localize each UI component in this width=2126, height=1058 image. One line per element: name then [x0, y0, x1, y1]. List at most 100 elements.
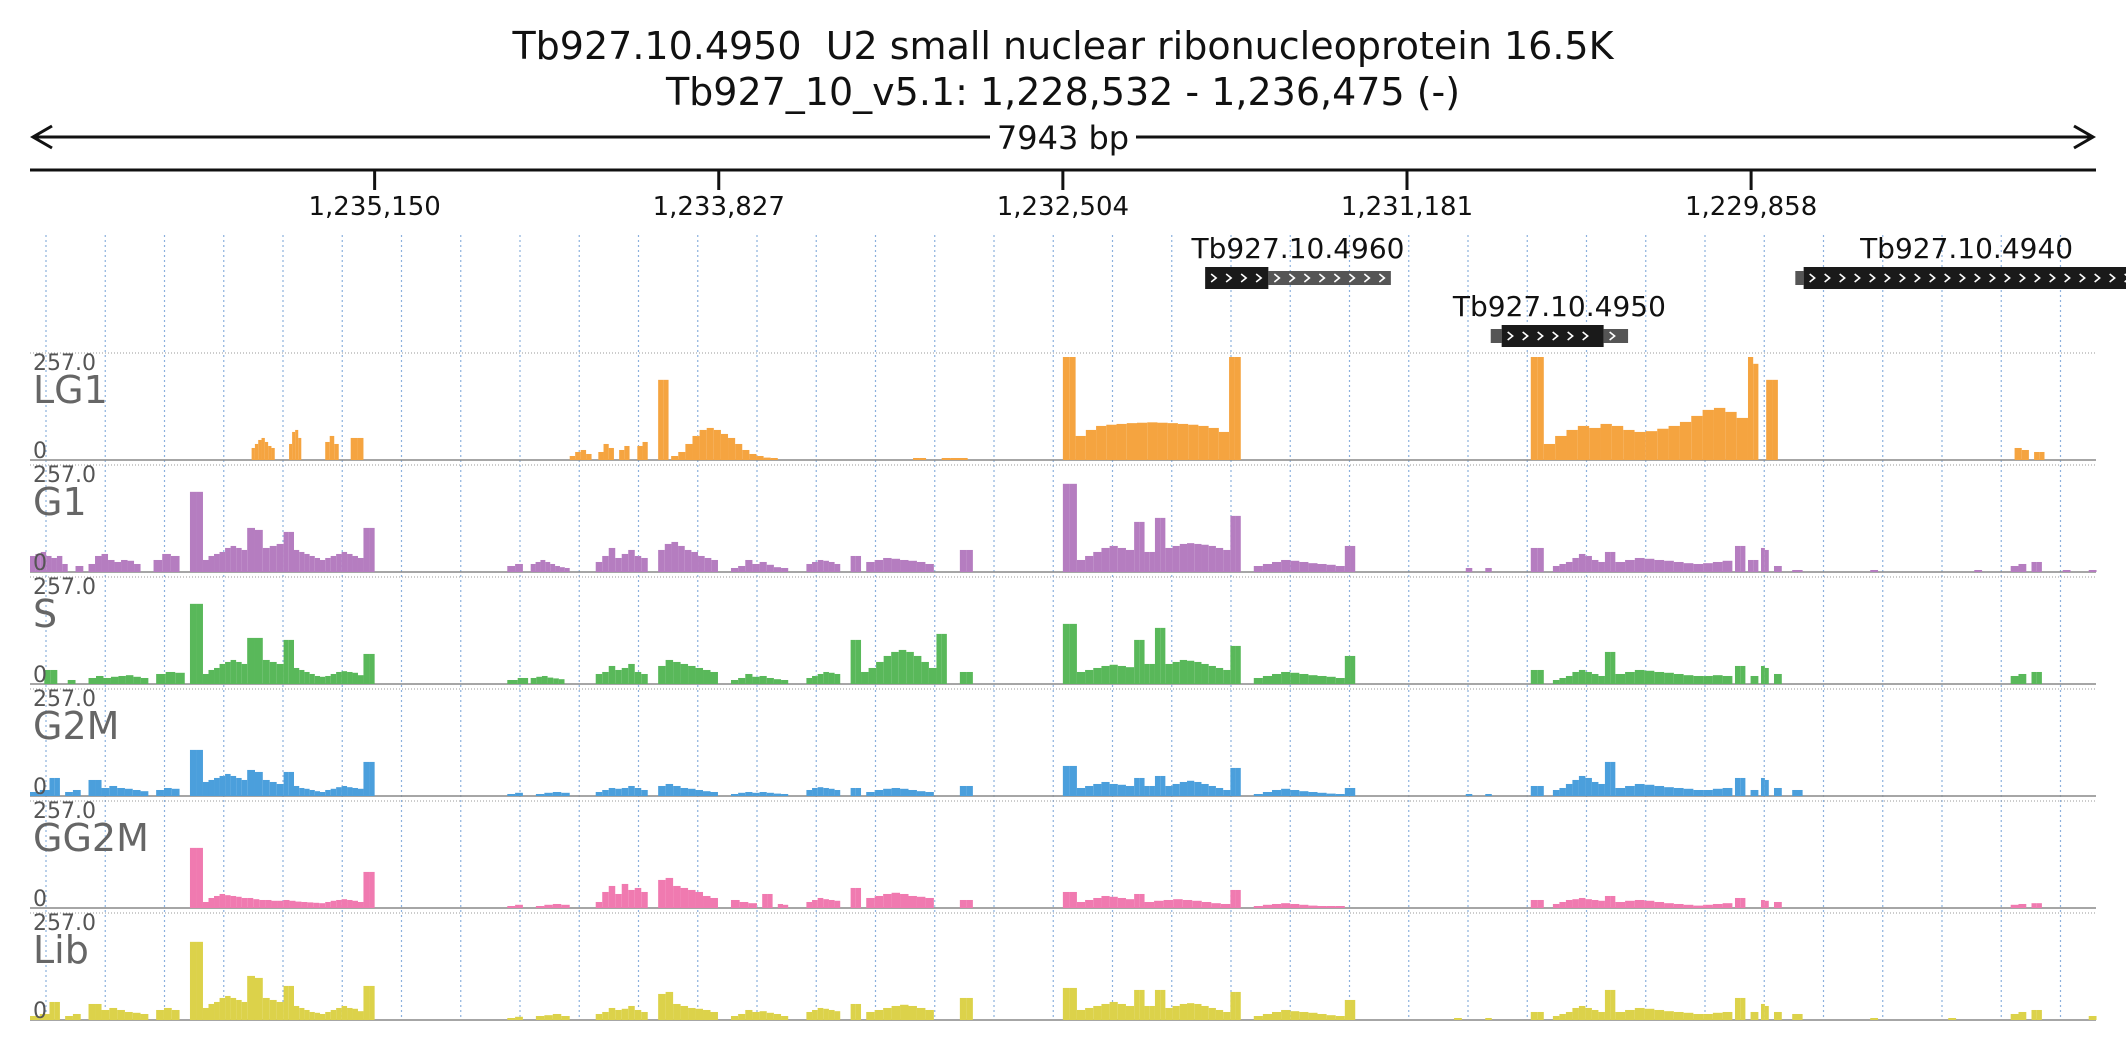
coverage-bar — [325, 675, 331, 684]
coverage-bar — [1734, 997, 1741, 1020]
coverage-bar — [1093, 783, 1102, 796]
coverage-bar — [1565, 1011, 1573, 1020]
coverage-bar — [1109, 664, 1118, 684]
coverage-bar — [88, 563, 96, 572]
coverage-bar — [1117, 665, 1126, 684]
coverage-bar — [1485, 793, 1492, 796]
coverage-bar — [241, 779, 248, 796]
coverage-bar — [866, 561, 875, 572]
coverage-bar — [117, 787, 125, 796]
coverage-bar — [874, 789, 884, 796]
coverage-bar — [283, 899, 290, 908]
coverage-bar — [704, 557, 712, 572]
coverage-bar — [908, 895, 917, 908]
coverage-bar — [1117, 1003, 1126, 1020]
coverage-bar — [781, 567, 789, 572]
coverage-bar — [634, 787, 642, 796]
coverage-bar — [1230, 515, 1236, 572]
coverage-bar — [262, 997, 270, 1020]
strand-chevron — [1582, 331, 1589, 341]
strand-chevron — [1899, 273, 1906, 283]
coverage-bar — [711, 559, 718, 572]
coverage-bar — [251, 447, 255, 460]
coverage-bar — [900, 1004, 909, 1020]
coverage-bar — [1760, 665, 1765, 684]
coverage-bar — [621, 667, 629, 684]
coverage-bar — [1530, 357, 1538, 460]
coverage-bar — [314, 1012, 321, 1020]
coverage-bar — [507, 905, 516, 908]
coverage-bar — [156, 789, 164, 796]
coverage-bar — [766, 792, 774, 796]
coverage-bar — [1530, 899, 1538, 908]
coverage-bar — [552, 903, 562, 908]
coverage-bar — [745, 1009, 753, 1020]
coverage-bar — [1069, 765, 1077, 796]
coverage-bar — [2010, 565, 2019, 572]
coverage-bar — [1344, 545, 1351, 572]
coverage-bar — [1350, 787, 1356, 796]
coverage-bar — [163, 787, 172, 796]
coverage-bar — [575, 451, 581, 460]
coverage-bar — [621, 883, 629, 908]
coverage-bar — [1598, 900, 1605, 908]
coverage-bar — [866, 1011, 875, 1020]
coverage-bar — [1235, 767, 1241, 796]
coverage-bar — [363, 871, 370, 908]
strand-chevron — [1333, 273, 1341, 283]
strand-chevron — [1974, 273, 1981, 283]
coverage-bar — [544, 792, 553, 796]
track-min-label: 0 — [33, 439, 47, 464]
coverage-bar — [30, 1015, 40, 1020]
coverage-bar — [219, 663, 226, 684]
coverage-bar — [806, 563, 813, 572]
coverage-bar — [1530, 547, 1538, 572]
coverage-bar — [2010, 1013, 2019, 1020]
coverage-bar — [1600, 423, 1612, 460]
coverage-bar — [850, 887, 856, 908]
coverage-bar — [1134, 639, 1140, 684]
coverage-bar — [75, 565, 84, 572]
strand-chevron — [2034, 273, 2041, 283]
coverage-bar — [330, 1009, 337, 1020]
coverage-bar — [1764, 900, 1769, 908]
coverage-bar — [1125, 899, 1135, 908]
coverage-bar — [1773, 901, 1782, 908]
coverage-bar — [1559, 677, 1566, 684]
coverage-bar — [1657, 428, 1669, 460]
coverage-bar — [1326, 1015, 1336, 1020]
coverage-bar — [535, 561, 541, 572]
coverage-bar — [641, 673, 648, 684]
coverage-bar — [561, 792, 570, 796]
coverage-bar — [874, 1009, 884, 1020]
coverage-bar — [608, 665, 616, 684]
gene-cds — [1205, 267, 1269, 289]
coverage-bar — [1712, 675, 1723, 684]
coverage-bar — [1572, 1007, 1579, 1020]
track-g1: 257.0 0 G1 — [30, 463, 2097, 576]
coverage-bar — [634, 671, 642, 684]
coverage-bar — [615, 1009, 622, 1020]
coverage-bar — [1734, 665, 1741, 684]
coverage-bar — [225, 547, 231, 572]
coverage-bar — [1230, 767, 1236, 796]
coverage-bar — [855, 639, 862, 684]
coverage-bar — [735, 443, 743, 460]
locus-coordinates: Tb927_10_v5.1: 1,228,532 - 1,236,475 (-) — [665, 70, 1461, 114]
coverage-bar — [1736, 417, 1748, 460]
coverage-bar — [124, 1011, 133, 1020]
coverage-bar — [1281, 559, 1291, 572]
coverage-bar — [127, 560, 135, 572]
coverage-bar — [1062, 891, 1070, 908]
coverage-bar — [1326, 793, 1336, 796]
coverage-bar — [678, 545, 685, 572]
coverage-bar — [247, 769, 255, 796]
coverage-bar — [1230, 645, 1236, 684]
coverage-bar — [1117, 784, 1126, 796]
coverage-bar — [1673, 1011, 1684, 1020]
coverage-bar — [1552, 789, 1560, 796]
coverage-bar — [214, 1001, 220, 1020]
track-min-label: 0 — [33, 887, 47, 912]
coverage-bar — [634, 555, 642, 572]
coverage-bar — [219, 551, 226, 572]
